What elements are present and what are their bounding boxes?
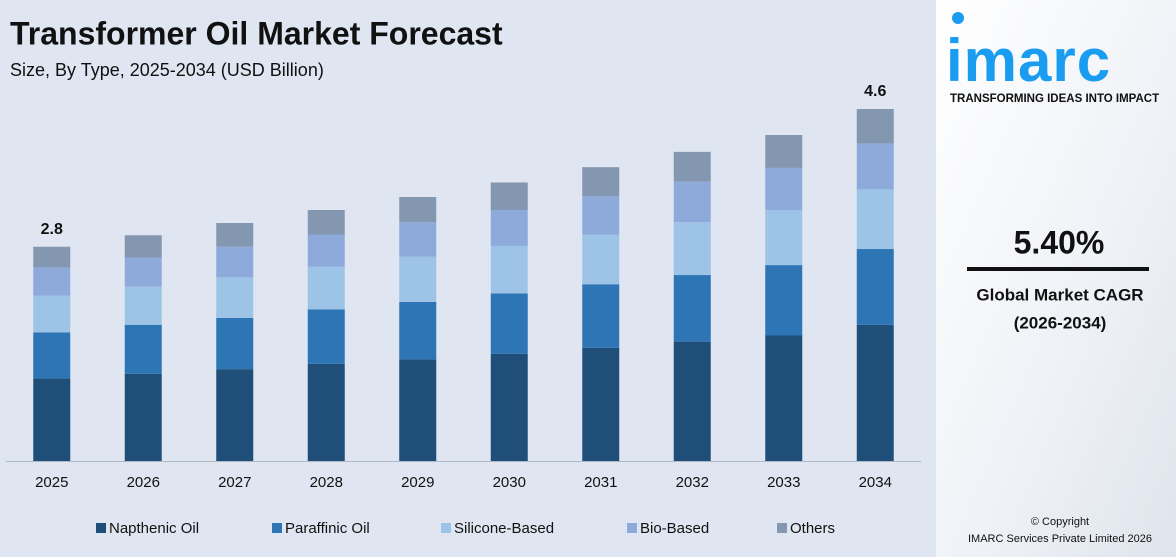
- bar-segment: [33, 267, 71, 296]
- bar-segment: [307, 309, 345, 364]
- bar-segment: [673, 275, 711, 342]
- bar-segment: [216, 369, 254, 461]
- bar-segment: [856, 143, 894, 190]
- bar-segment: [765, 265, 803, 336]
- x-tick-label: 2025: [35, 474, 68, 491]
- bar-segment: [765, 167, 803, 211]
- bar-segment: [399, 197, 437, 223]
- legend-swatch: [96, 523, 106, 533]
- x-tick-label: 2032: [676, 474, 709, 491]
- legend-swatch: [627, 523, 637, 533]
- chart-title: Transformer Oil Market Forecast: [10, 15, 503, 51]
- company: IMARC Services Private Limited 2026: [968, 533, 1152, 545]
- bar-segment: [33, 246, 71, 268]
- bar-segment: [307, 363, 345, 461]
- legend-label: Paraffinic Oil: [285, 520, 370, 537]
- cagr-rule: [967, 267, 1149, 271]
- bar-segment: [856, 189, 894, 250]
- bar-segment: [216, 223, 254, 247]
- x-tick-label: 2029: [401, 474, 434, 491]
- x-tick-label: 2031: [584, 474, 617, 491]
- bar-segment: [490, 293, 528, 354]
- bar-segment: [490, 182, 528, 211]
- bar-segment: [216, 277, 254, 318]
- cagr-label: Global Market CAGR: [976, 285, 1143, 304]
- bar-segment: [307, 234, 345, 267]
- bar-segment: [856, 249, 894, 325]
- bar-segment: [124, 235, 162, 258]
- chart-subtitle: Size, By Type, 2025-2034 (USD Billion): [10, 60, 324, 80]
- bar-segment: [673, 222, 711, 276]
- legend-swatch: [777, 523, 787, 533]
- bar-segment: [33, 332, 71, 379]
- logo: imarc: [946, 27, 1111, 94]
- bar-segment: [216, 246, 254, 278]
- bar-segment: [582, 284, 620, 348]
- bar-segment: [490, 210, 528, 246]
- legend-label: Napthenic Oil: [109, 520, 199, 537]
- value-label: 2.8: [41, 221, 63, 238]
- bar-segment: [124, 257, 162, 287]
- bar-segment: [307, 210, 345, 235]
- x-tick-label: 2033: [767, 474, 800, 491]
- bar-segment: [765, 210, 803, 266]
- x-tick-label: 2034: [859, 474, 892, 491]
- x-tick-label: 2027: [218, 474, 251, 491]
- bar-segment: [582, 167, 620, 197]
- logo-dot: [952, 12, 964, 24]
- x-tick-label: 2026: [127, 474, 160, 491]
- legend-swatch: [272, 523, 282, 533]
- bar-segment: [399, 222, 437, 257]
- x-tick-label: 2028: [310, 474, 343, 491]
- bar-segment: [582, 196, 620, 235]
- bar-segment: [399, 301, 437, 360]
- bar-segment: [124, 373, 162, 461]
- bar-segment: [582, 347, 620, 461]
- bar-segment: [124, 324, 162, 374]
- bar-segment: [33, 295, 71, 333]
- bar-segment: [856, 109, 894, 144]
- value-label: 4.6: [864, 83, 886, 100]
- legend-swatch: [441, 523, 451, 533]
- bar-segment: [856, 324, 894, 461]
- bar-segment: [673, 341, 711, 461]
- bar-segment: [124, 286, 162, 325]
- x-tick-label: 2030: [493, 474, 526, 491]
- bar-segment: [399, 256, 437, 302]
- copyright: © Copyright: [1031, 516, 1089, 528]
- bar-segment: [765, 335, 803, 461]
- bar-segment: [673, 181, 711, 223]
- legend-label: Silicone-Based: [454, 520, 554, 537]
- tagline: TRANSFORMING IDEAS INTO IMPACT: [950, 93, 1159, 105]
- bar-segment: [582, 234, 620, 285]
- bar-segment: [307, 266, 345, 310]
- bar-segment: [216, 317, 254, 370]
- cagr-period: (2026-2034): [1014, 313, 1107, 332]
- sidebar-background: [936, 0, 1176, 557]
- bar-segment: [490, 245, 528, 294]
- bar-segment: [673, 151, 711, 182]
- bar-segment: [765, 135, 803, 168]
- bar-segment: [490, 353, 528, 461]
- legend-label: Others: [790, 520, 835, 537]
- legend-label: Bio-Based: [640, 520, 709, 537]
- cagr-value: 5.40%: [1014, 224, 1105, 260]
- bar-segment: [33, 378, 71, 461]
- bar-segment: [399, 359, 437, 461]
